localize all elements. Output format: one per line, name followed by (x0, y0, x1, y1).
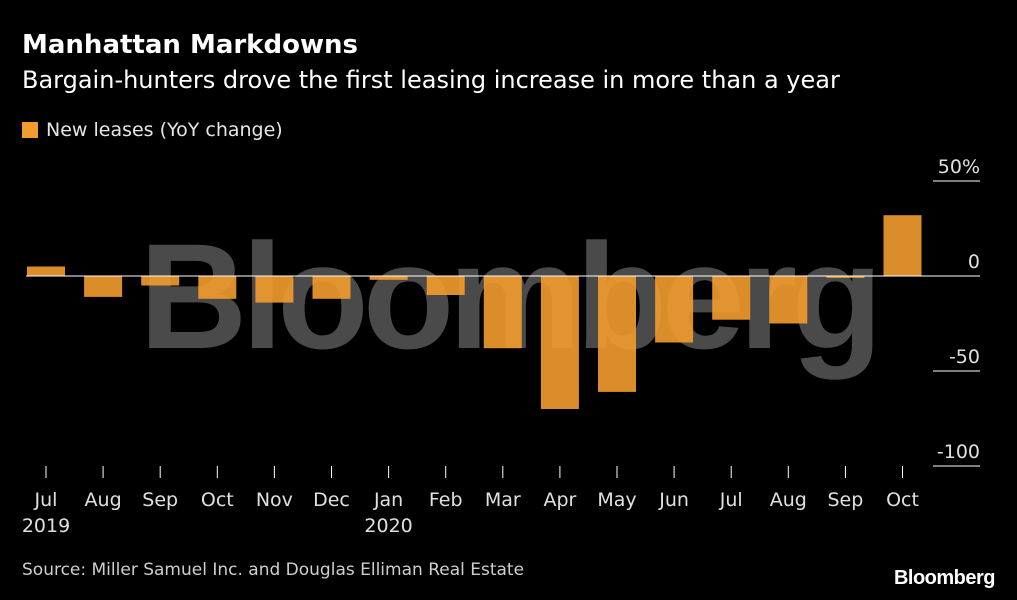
legend-label: New leases (YoY change) (46, 119, 283, 141)
x-tick-label: Sep (142, 489, 178, 511)
x-tick-label: Apr (543, 489, 576, 511)
x-tick-label: May (597, 489, 636, 511)
bar (598, 276, 636, 392)
bar (712, 276, 751, 320)
bar (883, 215, 922, 276)
bar (426, 276, 465, 295)
x-tick-label: Nov (256, 489, 293, 511)
x-tick-label: Jul (719, 489, 743, 511)
x-year-label: 2019 (22, 515, 70, 537)
y-tick-label: 0 (968, 251, 980, 273)
y-tick-label: -100 (937, 441, 980, 463)
bar (84, 276, 123, 297)
chart-title: Manhattan Markdowns (22, 30, 358, 60)
brand-logo: Bloomberg (893, 567, 996, 589)
x-tick-label: Jan (373, 489, 403, 511)
x-tick-label: Jun (658, 489, 689, 511)
bar (255, 276, 294, 303)
x-tick-label: Sep (827, 489, 863, 511)
x-year-label: 2020 (364, 515, 412, 537)
bar (655, 276, 694, 343)
bar (540, 276, 579, 409)
x-tick-label: Aug (85, 489, 122, 511)
y-tick-label: -50 (949, 346, 980, 368)
bar (198, 276, 237, 299)
y-tick-label: 50% (938, 156, 980, 178)
legend: New leases (YoY change) (22, 119, 283, 141)
x-tick-label: Oct (886, 489, 919, 511)
x-tick-label: Aug (770, 489, 807, 511)
x-tick-label: Oct (201, 489, 234, 511)
chart-subtitle: Bargain-hunters drove the first leasing … (22, 66, 840, 94)
x-tick-label: Jul (34, 489, 58, 511)
bar (27, 266, 65, 276)
bar (312, 276, 351, 299)
bar (483, 276, 522, 349)
bar (141, 276, 180, 286)
legend-swatch (22, 122, 38, 138)
bar (769, 276, 808, 324)
bar (369, 276, 408, 280)
x-tick-label: Feb (429, 489, 463, 511)
x-tick-label: Dec (313, 489, 350, 511)
bar (826, 276, 865, 278)
x-tick-label: Mar (485, 489, 521, 511)
source-note: Source: Miller Samuel Inc. and Douglas E… (22, 560, 525, 580)
